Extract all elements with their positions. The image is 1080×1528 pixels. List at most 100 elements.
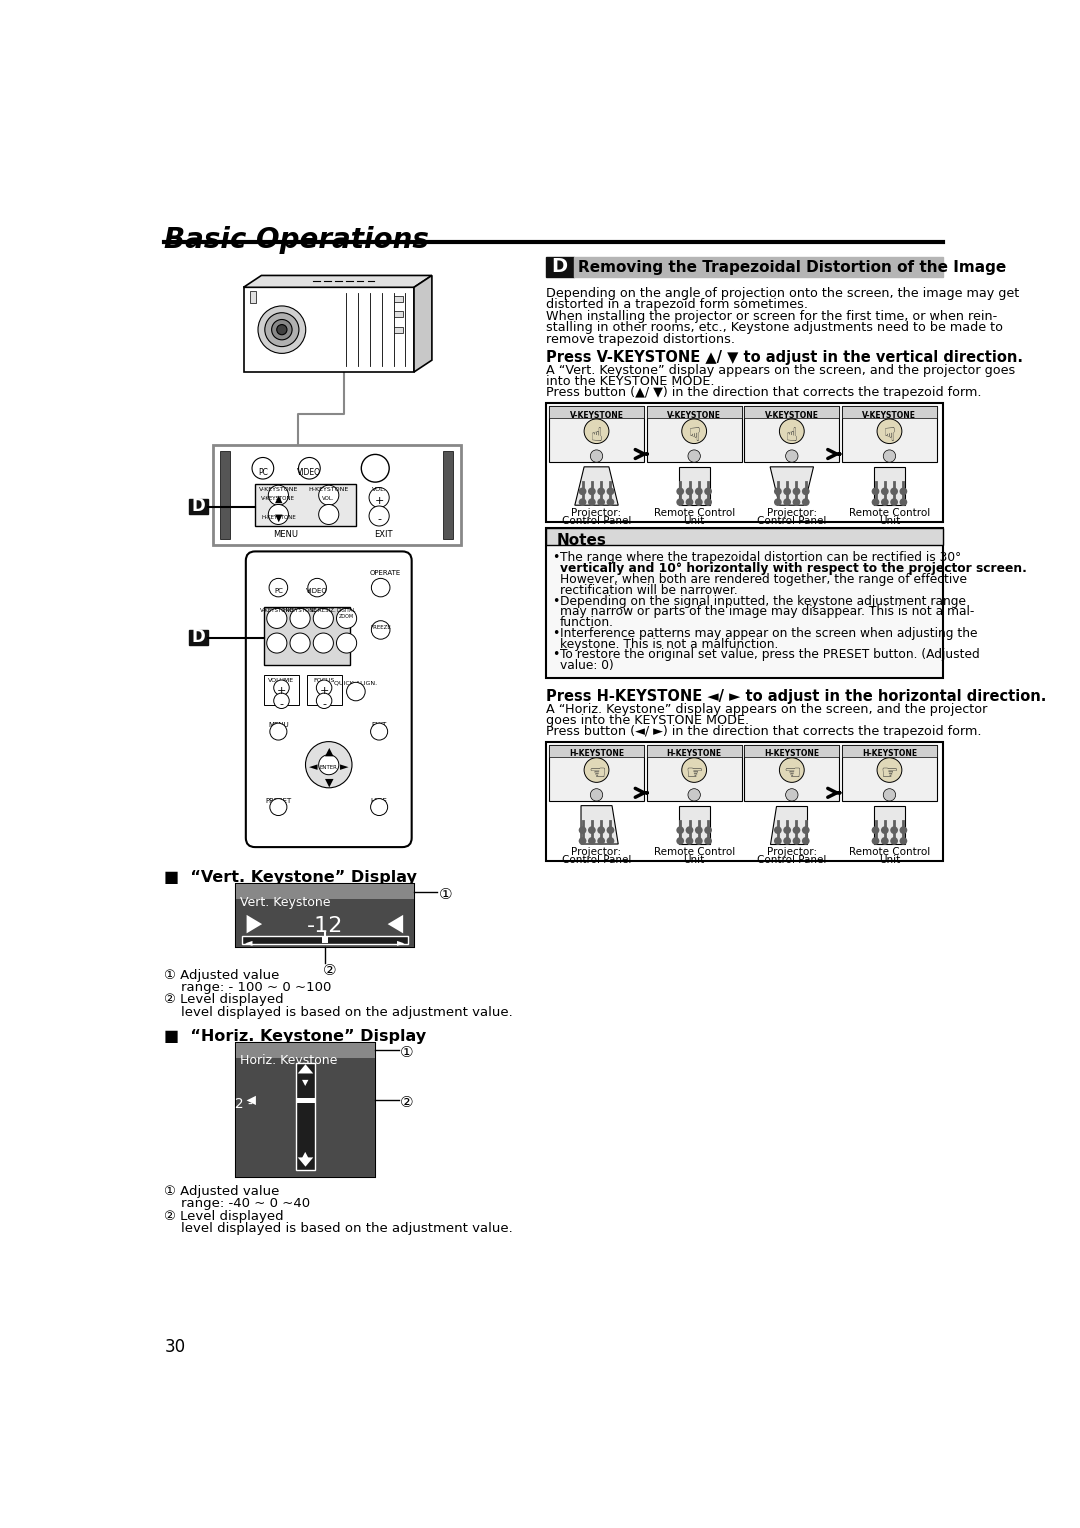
Text: VIDEO: VIDEO [307,588,328,594]
Circle shape [890,827,897,834]
Text: PC: PC [258,468,268,477]
Text: ▼: ▼ [274,512,282,523]
Circle shape [579,487,586,495]
Circle shape [694,837,703,845]
Text: •: • [552,594,559,608]
Circle shape [316,680,332,695]
Bar [549,744,644,801]
Circle shape [369,506,389,526]
Text: H-KEYSTONE: H-KEYSTONE [862,749,917,758]
Text: H-KEYSTONE: H-KEYSTONE [666,749,721,758]
Polygon shape [246,915,262,934]
Circle shape [872,498,879,506]
Bar [235,1042,375,1057]
Text: Control Panel: Control Panel [757,516,826,526]
Circle shape [783,498,791,506]
Text: Interference patterns may appear on the screen when adjusting the: Interference patterns may appear on the … [559,626,977,640]
Circle shape [265,313,299,347]
Circle shape [268,504,288,524]
Text: QUICK ALIGN.: QUICK ALIGN. [335,680,377,685]
Bar [394,327,403,333]
Circle shape [793,487,800,495]
Circle shape [270,723,287,740]
Text: ■  “Horiz. Keystone” Display: ■ “Horiz. Keystone” Display [164,1028,427,1044]
Circle shape [588,487,596,495]
Circle shape [694,498,703,506]
Polygon shape [678,468,710,506]
Text: V-KEYSTONE: V-KEYSTONE [260,608,294,613]
Bar [444,451,453,539]
Text: H-KEYSTONE: H-KEYSTONE [261,515,296,520]
Text: A “Horiz. Keystone” display appears on the screen, and the projector: A “Horiz. Keystone” display appears on t… [545,703,987,717]
Circle shape [774,498,782,506]
Circle shape [597,487,605,495]
Text: ◄: ◄ [309,762,318,772]
Text: ☟: ☟ [883,426,895,445]
Text: ☝: ☝ [591,426,603,445]
Bar [394,296,403,303]
Text: into the KEYSTONE MODE.: into the KEYSTONE MODE. [545,374,714,388]
Circle shape [607,837,615,845]
Circle shape [783,827,791,834]
Circle shape [588,498,596,506]
Text: Vert. Keystone: Vert. Keystone [241,895,330,909]
Text: 30: 30 [164,1339,186,1357]
Text: PC: PC [274,588,283,594]
Text: Control Panel: Control Panel [562,516,631,526]
Text: ☟: ☟ [688,426,700,445]
Circle shape [780,758,805,782]
Circle shape [774,487,782,495]
Text: Projector:: Projector: [571,509,622,518]
Circle shape [686,498,693,506]
Text: D: D [552,257,568,277]
Bar [394,312,403,318]
Circle shape [591,449,603,461]
Text: Press H-KEYSTONE ◄/ ► to adjust in the horizontal direction.: Press H-KEYSTONE ◄/ ► to adjust in the h… [545,689,1047,704]
Circle shape [584,419,609,443]
Circle shape [900,487,907,495]
Text: -: - [280,698,283,709]
Circle shape [890,837,897,845]
Circle shape [676,487,684,495]
Text: ② Level displayed: ② Level displayed [164,993,284,1007]
Circle shape [774,837,782,845]
Polygon shape [874,468,905,506]
Text: MENU: MENU [268,723,288,729]
Bar [841,744,937,756]
Polygon shape [243,275,432,287]
Text: rectification will be narrower.: rectification will be narrower. [559,584,738,597]
Text: Projector:: Projector: [571,847,622,857]
Bar [647,744,742,756]
Circle shape [676,827,684,834]
Circle shape [591,788,603,801]
Circle shape [881,498,889,506]
Bar [235,1042,375,1178]
Text: +: + [276,686,286,695]
Text: level displayed is based on the adjustment value.: level displayed is based on the adjustme… [164,1222,513,1235]
Circle shape [688,788,700,801]
Text: ①: ① [400,1045,414,1060]
Circle shape [801,498,810,506]
Text: ② Level displayed: ② Level displayed [164,1210,284,1222]
Text: ■  “Vert. Keystone” Display: ■ “Vert. Keystone” Display [164,871,417,885]
Polygon shape [770,805,808,843]
Bar [545,741,943,860]
Circle shape [872,837,879,845]
Text: SC.RESIZ.: SC.RESIZ. [310,608,337,613]
Circle shape [900,498,907,506]
Text: VOLUME: VOLUME [269,678,295,683]
Text: Projector:: Projector: [767,847,816,857]
Circle shape [272,319,292,339]
Text: Remote Control: Remote Control [653,847,734,857]
Text: H-KEYSTONE: H-KEYSTONE [765,749,820,758]
Text: Projector:: Projector: [767,509,816,518]
Text: A “Vert. Keystone” display appears on the screen, and the projector goes: A “Vert. Keystone” display appears on th… [545,364,1015,377]
Circle shape [306,741,352,788]
Circle shape [686,827,693,834]
Circle shape [704,487,712,495]
Circle shape [319,486,339,506]
Bar [255,484,356,526]
Circle shape [579,837,586,845]
Text: To restore the original set value, press the PRESET button. (Adjusted: To restore the original set value, press… [559,648,980,662]
Circle shape [268,486,288,506]
